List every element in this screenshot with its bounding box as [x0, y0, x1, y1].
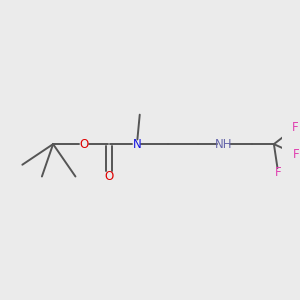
Text: O: O	[79, 138, 88, 151]
Text: F: F	[292, 122, 298, 134]
Text: O: O	[104, 170, 114, 183]
Text: F: F	[275, 166, 281, 178]
Text: F: F	[293, 148, 300, 161]
Text: NH: NH	[215, 138, 232, 151]
Text: N: N	[133, 138, 141, 151]
